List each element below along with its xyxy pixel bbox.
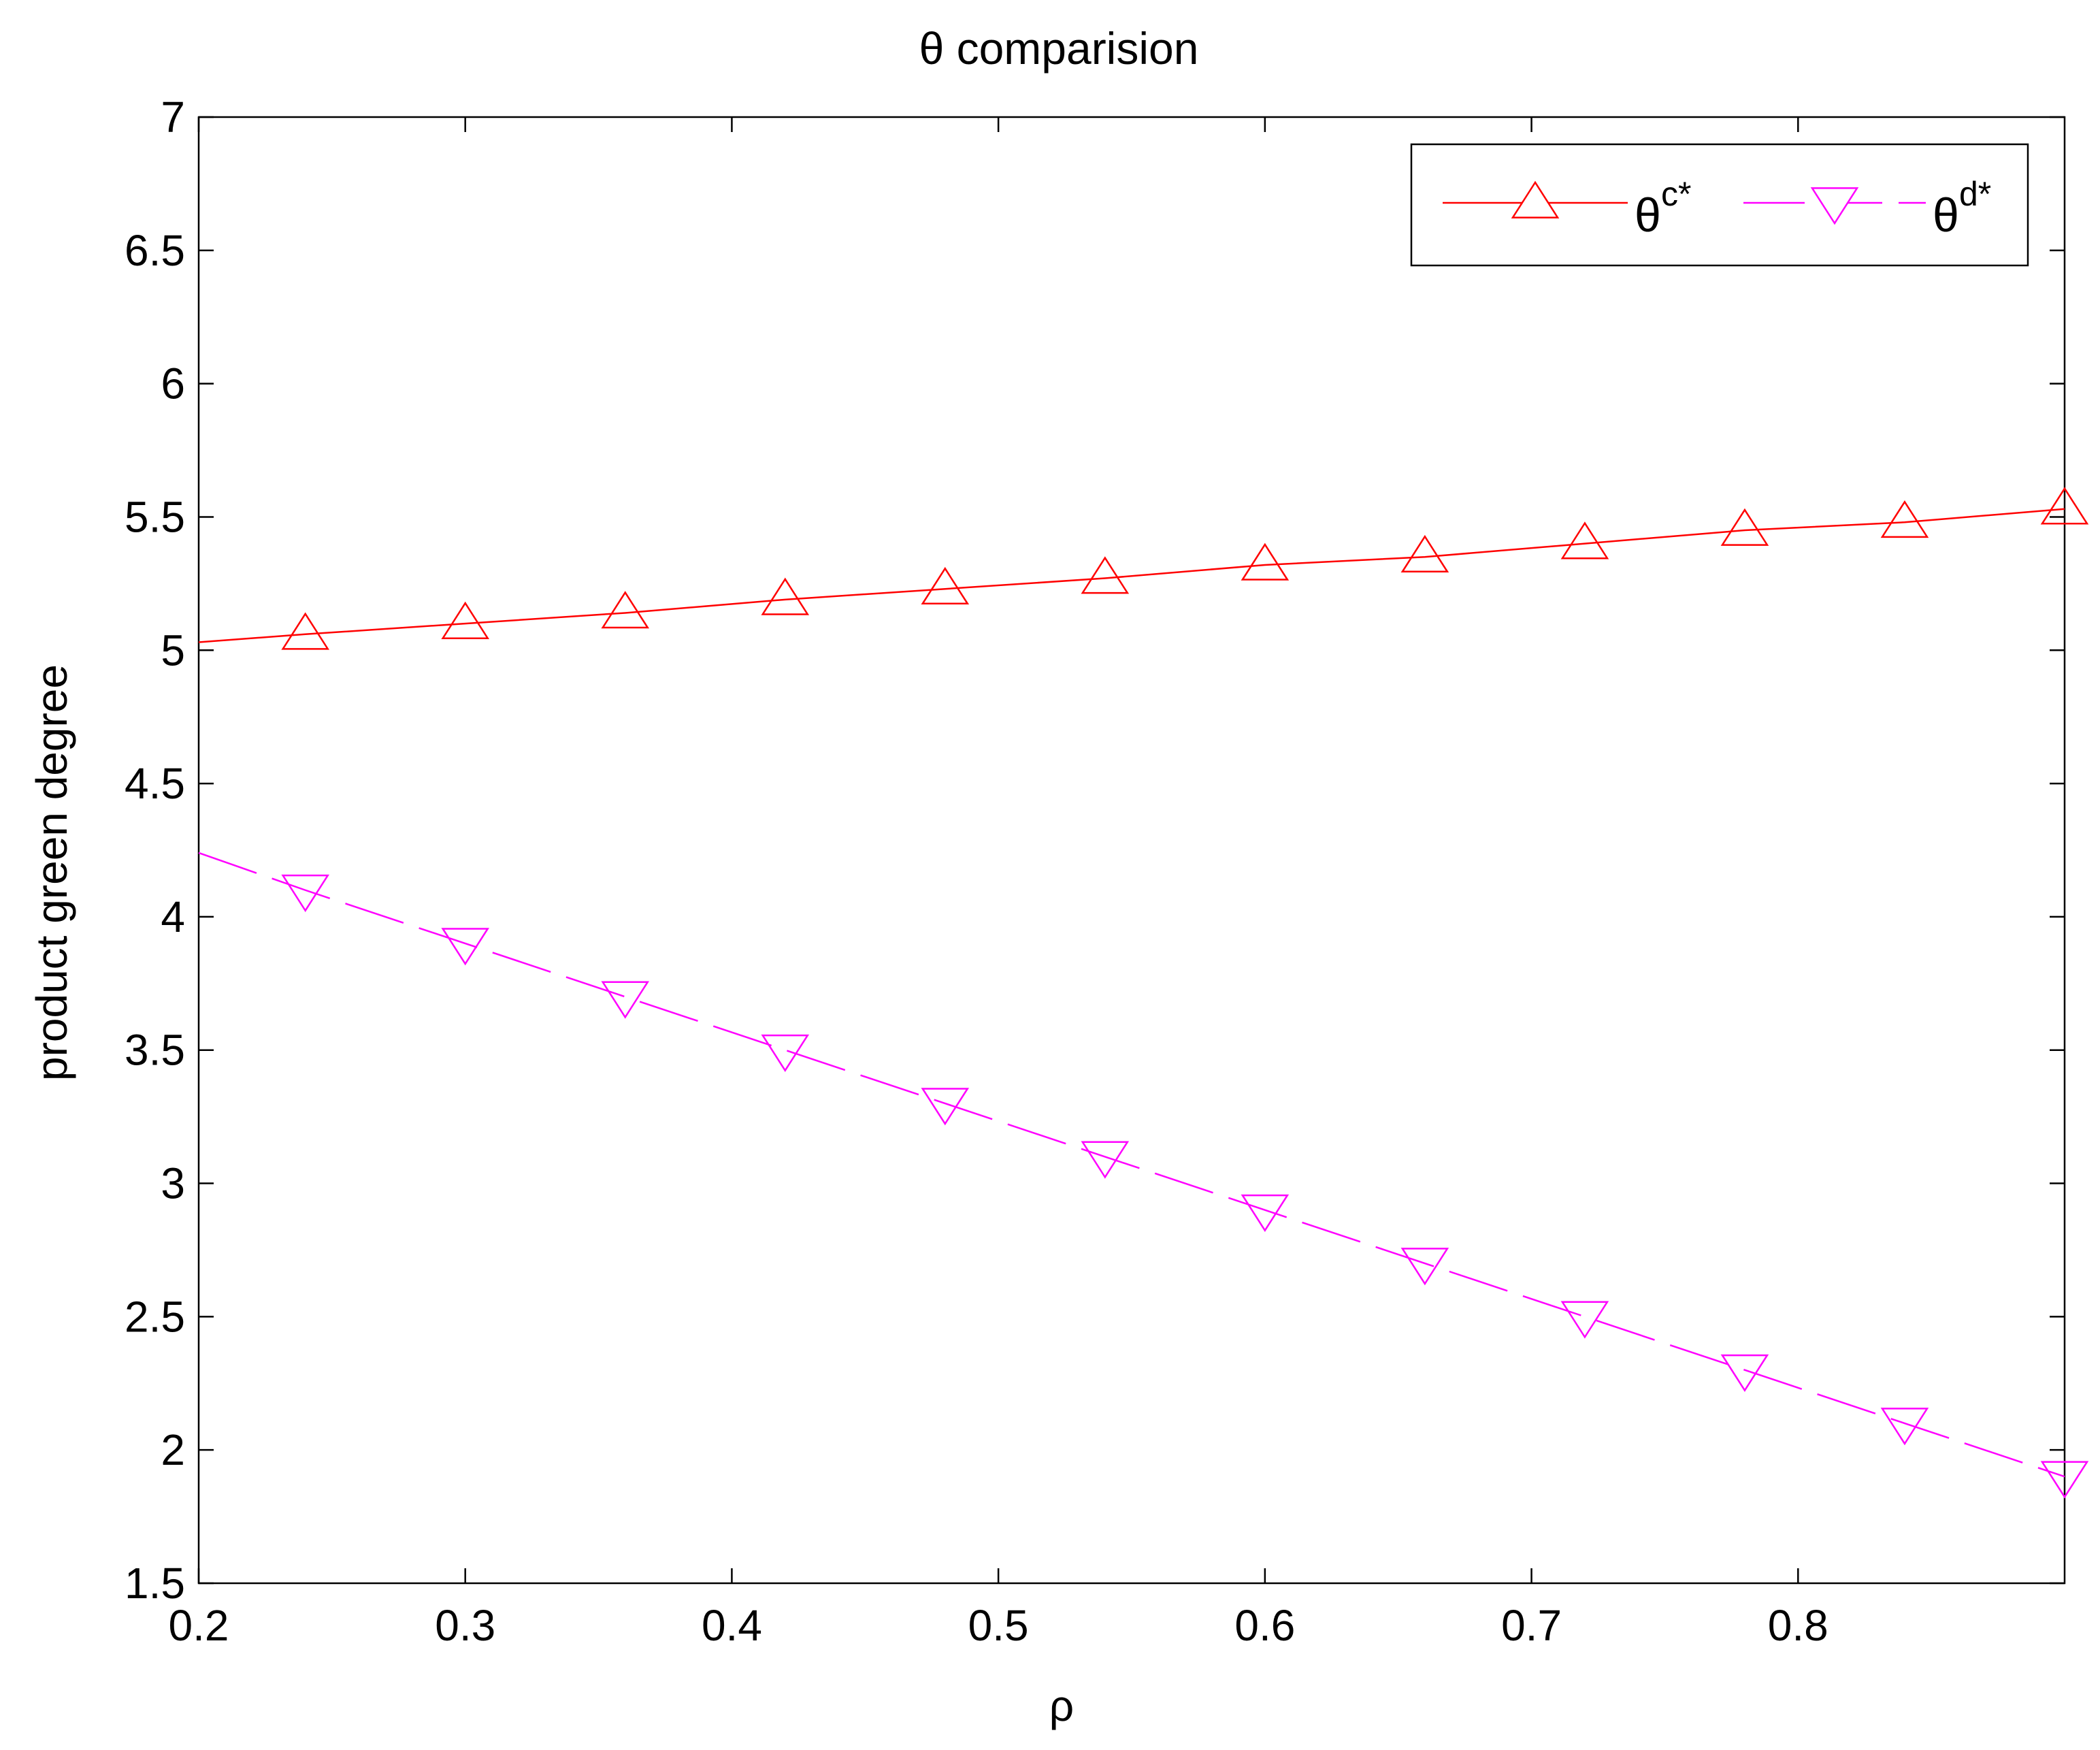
legend-label: θd* [1933, 175, 1991, 242]
y-tick-label: 1.5 [125, 1559, 185, 1608]
data-point-marker [1241, 1194, 1290, 1233]
legend-marker [1810, 187, 1859, 225]
x-tick-label: 0.5 [968, 1601, 1029, 1650]
x-axis-label: ρ [1049, 1681, 1074, 1730]
legend-label: θc* [1635, 175, 1691, 242]
y-axis-label: product green degree [27, 664, 76, 1081]
data-point-marker [921, 566, 970, 605]
y-tick-label: 2.5 [125, 1292, 185, 1341]
data-point-marker [1720, 1354, 1769, 1393]
data-point-marker [921, 1088, 970, 1126]
legend-box [1410, 143, 2029, 267]
y-tick-label: 7 [161, 93, 185, 142]
y-tick-label: 4 [161, 892, 185, 941]
legend-marker [1511, 180, 1560, 218]
x-tick-label: 0.3 [435, 1601, 495, 1650]
y-tick-label: 4.5 [125, 759, 185, 808]
y-tick-label: 3.5 [125, 1026, 185, 1075]
data-point-marker [1081, 1141, 1130, 1179]
data-point-marker [1400, 534, 1449, 573]
y-tick-label: 6 [161, 359, 185, 408]
y-tick-label: 3 [161, 1159, 185, 1208]
series-line [198, 508, 2065, 643]
data-point-marker [601, 981, 650, 1019]
data-point-marker [281, 874, 329, 913]
x-tick-label: 0.7 [1501, 1601, 1562, 1650]
data-point-marker [1241, 542, 1290, 581]
data-point-marker [441, 601, 489, 639]
data-point-marker [1560, 521, 1609, 560]
data-point-marker [281, 612, 329, 650]
data-point-marker [1880, 1408, 1929, 1446]
y-tick-label: 5.5 [125, 492, 185, 541]
data-point-marker [601, 591, 650, 629]
y-tick-label: 2 [161, 1425, 185, 1474]
chart-title: θ comparision [919, 23, 1199, 74]
x-tick-label: 0.2 [169, 1601, 229, 1650]
y-tick-label: 5 [161, 626, 185, 675]
data-point-marker [1880, 500, 1929, 538]
data-point-marker [2040, 487, 2089, 525]
legend: θc* θd* [1410, 143, 2029, 267]
axes-frame [197, 116, 2066, 1585]
data-point-marker [441, 928, 489, 966]
data-point-marker [2040, 1461, 2089, 1499]
y-tick-label: 6.5 [125, 226, 185, 275]
data-point-marker [1081, 556, 1130, 594]
data-point-marker [761, 577, 810, 615]
data-point-marker [1560, 1301, 1609, 1339]
x-tick-label: 0.4 [702, 1601, 762, 1650]
series-line [198, 852, 2065, 1478]
data-point-marker [1400, 1248, 1449, 1286]
x-tick-label: 0.6 [1234, 1601, 1295, 1650]
data-point-marker [1720, 508, 1769, 546]
plot-area: 0.2 0.3 0.4 0.5 0.6 0.7 0.8 1.5 2 2.5 3 3.5 4 4.5 5 5.5… [125, 93, 2089, 1650]
data-point-marker [761, 1034, 810, 1073]
x-tick-label: 0.8 [1768, 1601, 1828, 1650]
